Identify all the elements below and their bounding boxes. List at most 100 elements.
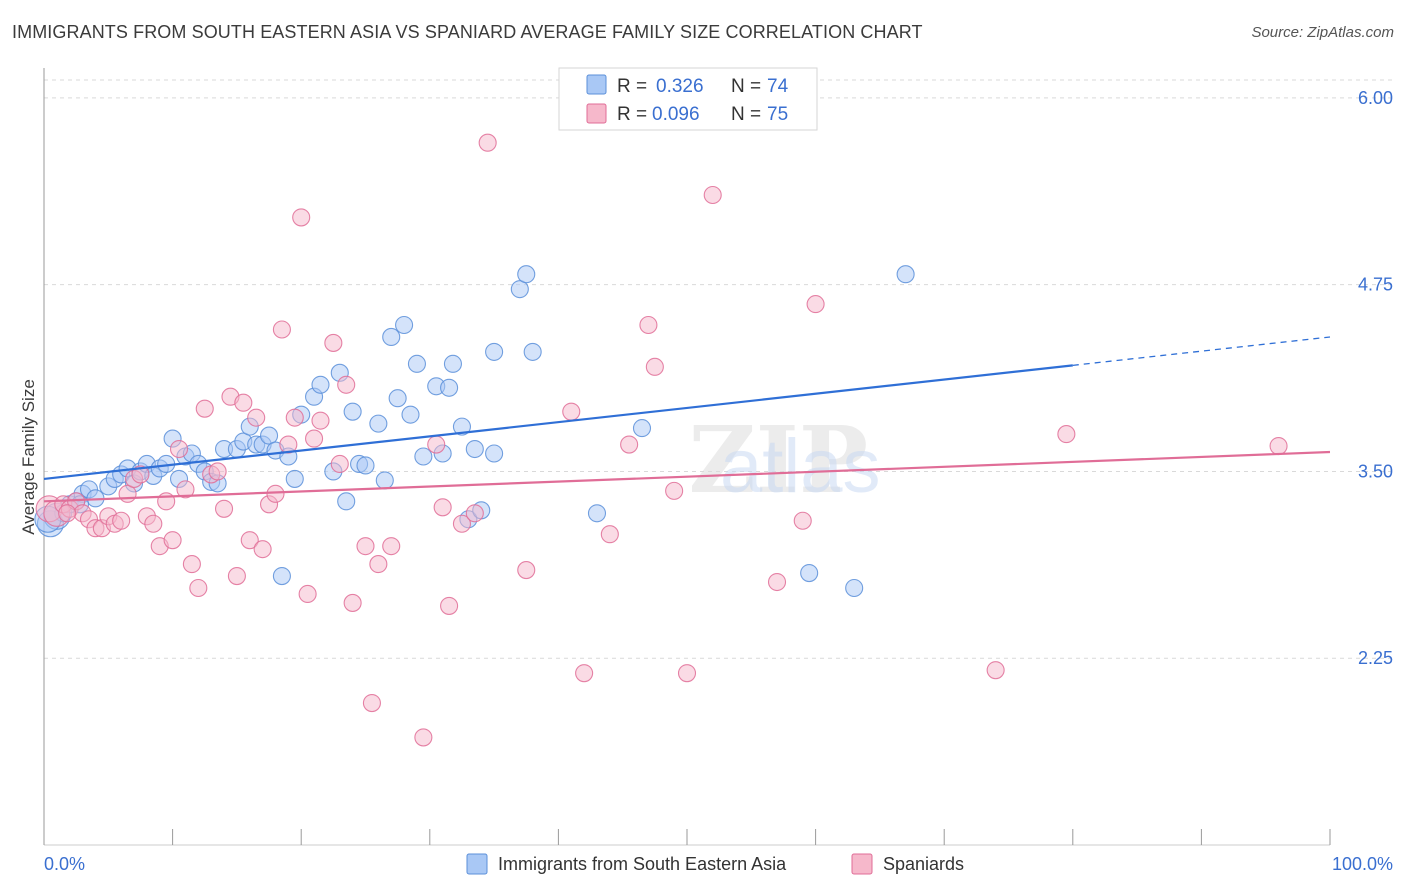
point-spaniards: [112, 511, 131, 530]
point-spaniards: [517, 561, 536, 580]
point-spaniards: [645, 357, 664, 376]
series-swatch-pink: [851, 853, 873, 875]
point-spaniards: [285, 408, 304, 427]
stats-legend: R = 0.326 N = 74 R = 0.096 N = 75: [558, 67, 818, 131]
trend-line-immigrants-extension: [1072, 336, 1331, 366]
point-spaniards: [324, 333, 343, 352]
point-spaniards: [343, 593, 362, 612]
point-spaniards: [337, 375, 356, 394]
point-spaniards: [414, 728, 433, 747]
point-immigrants: [485, 342, 504, 361]
point-spaniards: [465, 504, 484, 523]
y-axis-label: Average Family Size: [19, 379, 38, 535]
x-tick-label-max: 100.0%: [1332, 854, 1393, 874]
point-immigrants: [337, 492, 356, 511]
series-label-immigrants: Immigrants from South Eastern Asia: [498, 854, 787, 874]
point-immigrants: [800, 563, 819, 583]
point-spaniards: [247, 408, 266, 427]
y-tick-label: 4.75: [1358, 275, 1393, 295]
point-spaniards: [382, 537, 401, 556]
point-spaniards: [575, 664, 594, 683]
point-spaniards: [189, 578, 208, 598]
point-immigrants: [259, 426, 279, 445]
point-spaniards: [182, 555, 201, 574]
point-spaniards: [427, 435, 446, 454]
legend-r-value-1: 0.326: [656, 76, 704, 97]
point-spaniards: [144, 514, 163, 533]
point-spaniards: [292, 208, 311, 227]
point-spaniards: [176, 480, 195, 499]
series-swatch-blue: [466, 853, 488, 875]
point-immigrants: [452, 417, 472, 436]
point-immigrants: [356, 456, 375, 475]
point-spaniards: [665, 481, 684, 500]
point-spaniards: [1057, 425, 1076, 444]
point-spaniards: [234, 393, 253, 412]
trend-line-spaniards: [43, 450, 1331, 503]
point-spaniards: [266, 484, 285, 503]
point-spaniards: [208, 462, 227, 481]
point-spaniards: [311, 411, 330, 430]
point-immigrants: [311, 375, 330, 394]
point-immigrants: [369, 414, 388, 433]
point-spaniards: [214, 499, 234, 518]
point-spaniards: [1269, 436, 1288, 456]
legend-n-value-2: 75: [767, 104, 788, 125]
point-immigrants: [401, 405, 420, 424]
point-immigrants: [485, 444, 504, 463]
point-spaniards: [677, 664, 697, 683]
point-spaniards: [356, 537, 375, 556]
point-immigrants: [465, 439, 484, 459]
point-immigrants: [523, 342, 542, 361]
legend-r-label-2: R =: [617, 104, 647, 125]
trend-line-immigrants: [43, 364, 1073, 481]
source-credit: Source: ZipAtlas.com: [1251, 24, 1394, 41]
y-tick-label: 3.50: [1358, 461, 1393, 481]
point-immigrants: [845, 578, 864, 598]
point-immigrants: [440, 378, 459, 397]
x-tick-label-min: 0.0%: [44, 854, 85, 874]
point-spaniards: [620, 435, 639, 454]
point-immigrants: [343, 402, 362, 421]
point-immigrants: [375, 471, 394, 490]
point-immigrants: [388, 389, 407, 408]
x-ticks: [43, 829, 1331, 845]
point-spaniards: [240, 531, 259, 550]
y-tick-label: 2.25: [1358, 648, 1393, 668]
series-label-spaniards: Spaniards: [883, 854, 964, 874]
trend-lines: [43, 336, 1331, 503]
legend-n-label-2: N =: [731, 104, 761, 125]
point-spaniards: [600, 525, 619, 544]
grid: [44, 79, 1393, 659]
point-immigrants: [443, 354, 462, 373]
point-immigrants: [285, 469, 304, 488]
point-immigrants: [272, 566, 291, 586]
point-spaniards: [58, 504, 77, 523]
legend-swatch-blue: [586, 74, 607, 95]
legend-r-value-2: 0.096: [652, 104, 700, 125]
point-spaniards: [767, 572, 787, 592]
point-spaniards: [452, 514, 472, 533]
legend-n-value-1: 74: [767, 76, 789, 97]
point-immigrants: [587, 504, 607, 523]
y-tick-labels: 2.25 3.50 4.75 6.00: [1358, 88, 1393, 668]
point-spaniards: [478, 133, 497, 152]
point-spaniards: [330, 454, 349, 474]
point-spaniards: [169, 439, 189, 459]
point-spaniards: [195, 399, 214, 418]
series-legend: Immigrants from South Eastern Asia Spani…: [466, 853, 964, 875]
y-tick-label: 6.00: [1358, 88, 1393, 108]
legend-n-label-1: N =: [731, 76, 761, 97]
point-immigrants: [407, 354, 426, 373]
data-points: [34, 133, 1288, 747]
point-spaniards: [131, 465, 150, 484]
point-immigrants: [395, 315, 414, 335]
watermark-zip: ZIP: [689, 406, 868, 514]
legend-r-label-1: R =: [617, 76, 647, 97]
point-spaniards: [433, 498, 452, 517]
chart-title: IMMIGRANTS FROM SOUTH EASTERN ASIA VS SP…: [12, 22, 923, 42]
point-spaniards: [703, 185, 722, 205]
watermark-atlas: atlas: [720, 424, 881, 509]
point-spaniards: [806, 295, 825, 314]
